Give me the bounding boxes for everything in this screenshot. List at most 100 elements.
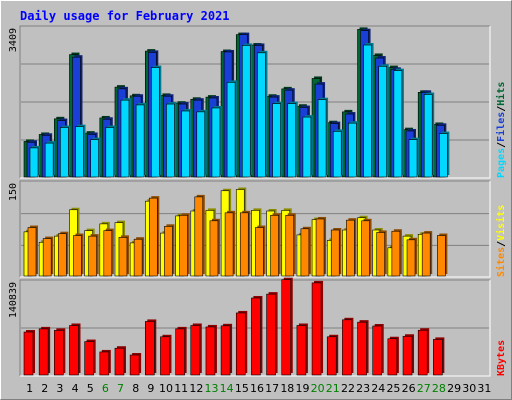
legend-sites: Sites xyxy=(495,247,507,277)
kbytes-bar xyxy=(38,328,49,376)
panel-edge-dark xyxy=(19,180,490,277)
pages-bar xyxy=(241,45,251,178)
pages-bar xyxy=(75,126,84,178)
day-label: 19 xyxy=(295,382,309,395)
sites-bar xyxy=(421,232,431,277)
kbytes-bar xyxy=(357,321,367,376)
legend-pages: Pages xyxy=(496,148,507,178)
day-label: 16 xyxy=(250,382,264,395)
pages-bar xyxy=(302,116,312,178)
pages-bar xyxy=(60,127,69,178)
day-label: 12 xyxy=(189,382,203,395)
day-label: 1 xyxy=(26,382,33,395)
legend-hits: Hits xyxy=(495,82,507,106)
legend-separator: / xyxy=(496,142,507,148)
day-label: 8 xyxy=(132,382,139,395)
legend-separator: / xyxy=(496,106,507,112)
kbytes-bar xyxy=(326,336,337,376)
pages-bar xyxy=(393,70,403,178)
kbytes-bar xyxy=(99,351,110,376)
sites-bar xyxy=(270,214,279,277)
sites-bar xyxy=(73,235,82,277)
legend-kbytes: KBytes xyxy=(496,340,507,376)
day-label: 7 xyxy=(117,382,124,395)
kbytes-bar xyxy=(129,354,140,376)
sites-bar xyxy=(164,226,173,277)
sites-bar xyxy=(179,214,188,277)
sites-bar xyxy=(361,220,370,277)
kbytes-bar xyxy=(54,330,64,376)
kbytes-bar xyxy=(205,326,216,376)
pages-bar xyxy=(29,147,39,178)
panel-edge-light xyxy=(20,26,491,179)
sites-bar xyxy=(255,227,264,277)
kbytes-bar xyxy=(387,338,398,376)
day-label: 13 xyxy=(205,382,219,395)
kbytes-bar xyxy=(175,328,185,376)
pages-bar xyxy=(423,94,433,178)
kbytes-bar xyxy=(84,341,94,376)
sites-bar xyxy=(27,227,37,277)
sites-bar xyxy=(224,212,234,277)
visits-panel: 150 Sites/Visits xyxy=(8,180,507,278)
kbytes-bar xyxy=(281,279,292,376)
legend-files: Files xyxy=(495,112,507,142)
day-label: 21 xyxy=(326,382,340,395)
series-legend: Sites/Visits xyxy=(495,205,507,277)
pages-bar xyxy=(150,67,160,178)
pages-bar xyxy=(211,107,221,178)
pages-bar xyxy=(257,52,266,178)
day-label: 23 xyxy=(356,382,370,395)
day-label: 20 xyxy=(311,382,325,395)
panel-edge-dark xyxy=(19,25,490,178)
chart-title: Daily usage for February 2021 xyxy=(20,9,230,23)
pages-bar xyxy=(363,44,372,178)
pages-bar xyxy=(105,127,115,178)
pages-bar xyxy=(348,122,357,178)
day-label: 14 xyxy=(220,382,234,395)
kbytes-bar xyxy=(144,321,155,376)
day-label: 5 xyxy=(87,382,94,395)
sites-bar xyxy=(148,197,158,277)
sites-bar xyxy=(437,235,446,277)
panel-edge-dark xyxy=(19,279,490,376)
kbytes-panel: 140839 KBytes xyxy=(8,277,507,377)
y-max-label: 150 xyxy=(8,183,19,201)
day-label: 2 xyxy=(41,382,48,395)
day-label: 4 xyxy=(72,382,79,395)
kbytes-bar xyxy=(342,319,352,376)
day-label: 15 xyxy=(235,382,249,395)
pages-bar xyxy=(226,82,236,178)
sites-bar xyxy=(209,220,219,277)
pages-bar xyxy=(287,103,297,178)
sites-bar xyxy=(330,229,340,277)
kbytes-bar xyxy=(160,336,170,376)
day-label: 18 xyxy=(280,382,294,395)
pages-bar xyxy=(166,103,175,178)
day-label: 17 xyxy=(265,382,279,395)
sites-bar xyxy=(133,238,143,277)
panel-edge-light xyxy=(20,280,491,377)
sites-bar xyxy=(300,228,310,277)
pages-bar xyxy=(44,142,54,178)
kbytes-bar xyxy=(417,329,428,376)
sites-bar xyxy=(391,230,401,277)
sites-bar xyxy=(194,196,204,277)
pages-bar xyxy=(272,103,281,178)
kbytes-bar xyxy=(433,339,443,376)
pages-bar xyxy=(90,139,99,178)
kbytes-bar xyxy=(311,282,322,376)
sites-bar xyxy=(42,238,52,277)
legend-separator: / xyxy=(496,241,507,247)
sites-bar xyxy=(103,230,113,277)
kbytes-bar xyxy=(220,325,231,376)
sites-bar xyxy=(285,214,295,277)
day-label: 26 xyxy=(402,382,416,395)
kbytes-bar xyxy=(402,335,413,376)
day-label: 28 xyxy=(432,382,446,395)
kbytes-bar xyxy=(114,347,125,376)
